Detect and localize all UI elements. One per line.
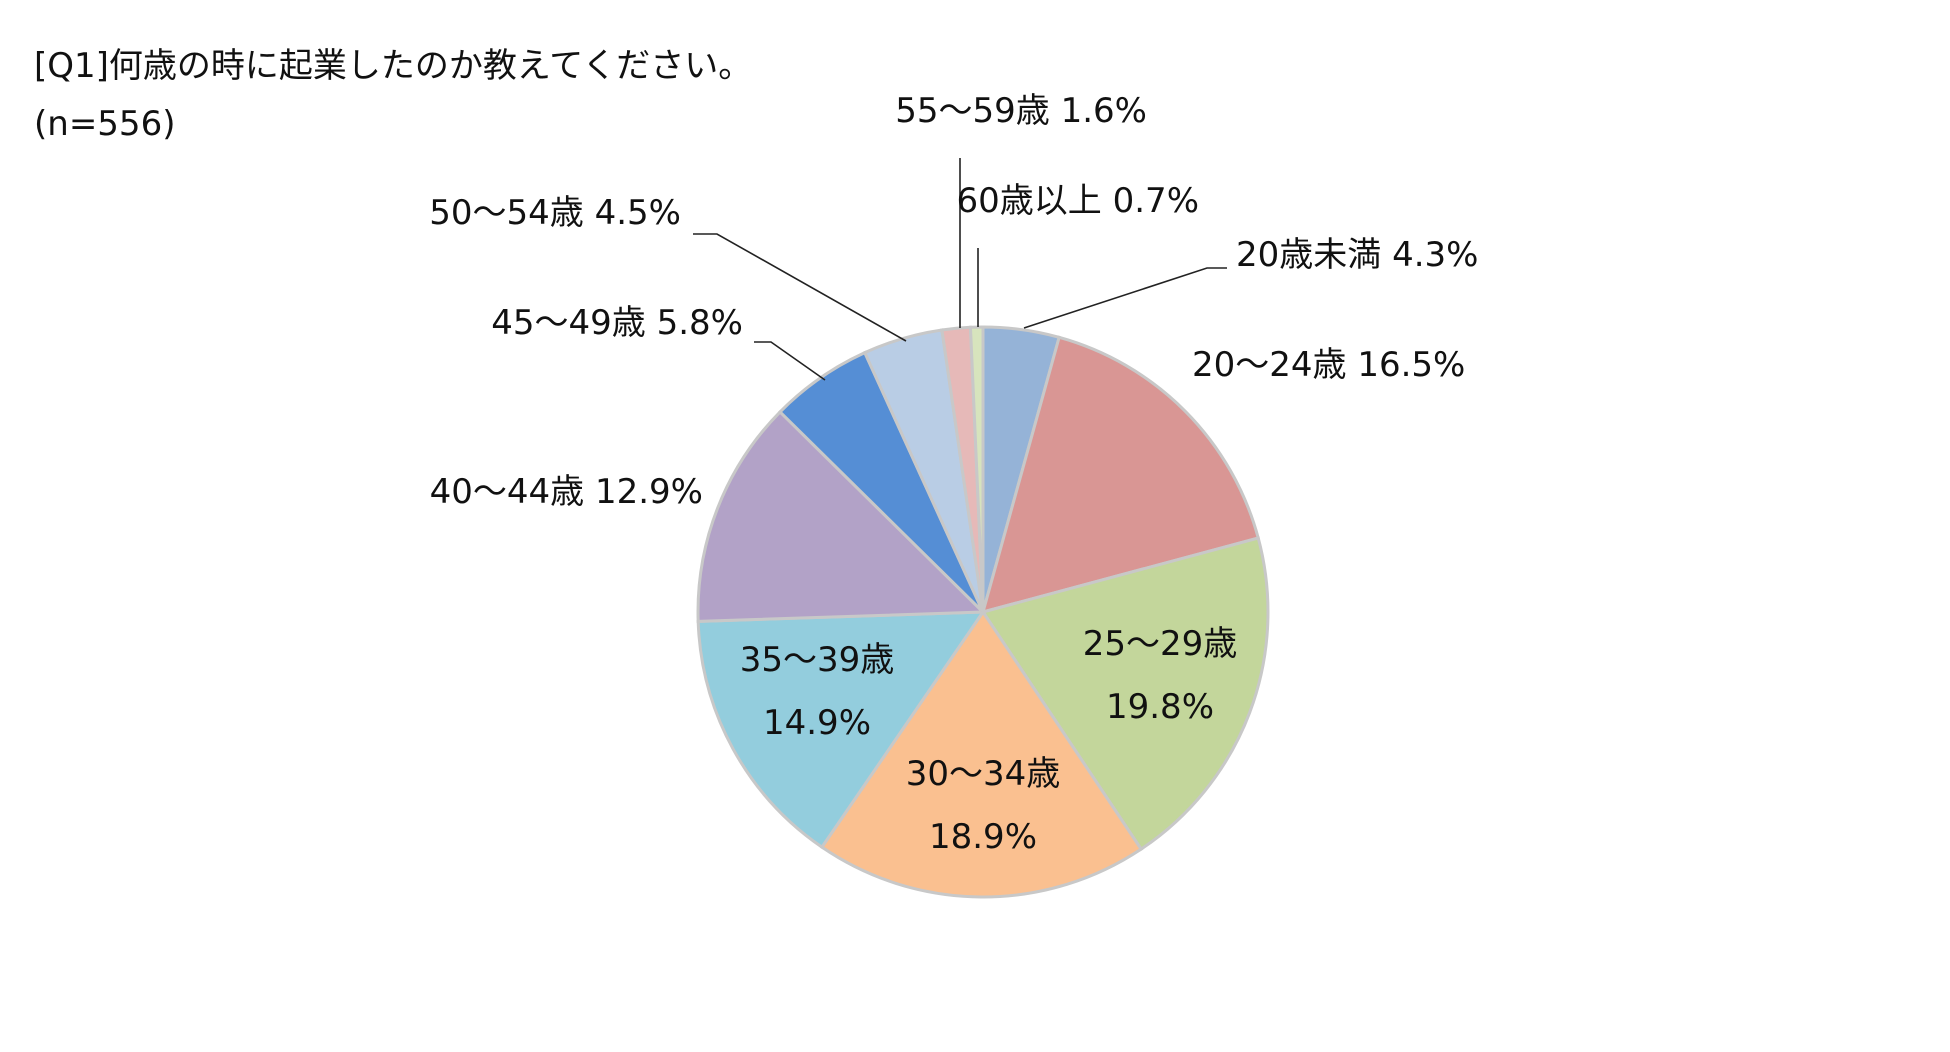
slice-label-category: 30～34歳 [906,754,1061,794]
slice-label: 20～24歳 16.5% [1192,345,1465,385]
slice-label-value: 14.9% [763,703,871,743]
pie-slices [696,325,1270,899]
pie-slice-2 [980,335,1261,615]
leader-line-8 [693,233,907,342]
pie-slice-6 [696,409,987,623]
leader-line-1 [1023,267,1227,329]
slice-label: 60歳以上 0.7% [957,181,1199,221]
slice-label: 20歳未満 4.3% [1236,235,1478,275]
slice-labels: 20歳未満 4.3% 20～24歳 16.5% 25～29歳 19.8% 30～34歳 1… [429,91,1478,857]
slice-label-value: 19.8% [1106,687,1214,727]
slice-label-category: 25～29歳 [1083,624,1238,664]
chart-title: [Q1]何歳の時に起業したのか教えてください。 [34,46,753,86]
pie-slice-10 [968,325,985,613]
slice-label-category: 35～39歳 [740,640,895,680]
slice-label: 55～59歳 1.6% [895,91,1147,131]
leader-lines [693,158,1227,381]
slice-label: 40～44歳 12.9% [430,472,703,512]
leader-line-7 [754,341,826,381]
slice-label: 45～49歳 5.8% [491,303,743,343]
slice-label-value: 18.9% [929,817,1037,857]
slice-label: 50～54歳 4.5% [429,193,681,233]
pie-slice-4 [819,609,1144,899]
sample-size-label: (n=556) [34,104,176,144]
pie-slice-3 [980,536,1270,852]
pie-slice-5 [696,610,986,850]
